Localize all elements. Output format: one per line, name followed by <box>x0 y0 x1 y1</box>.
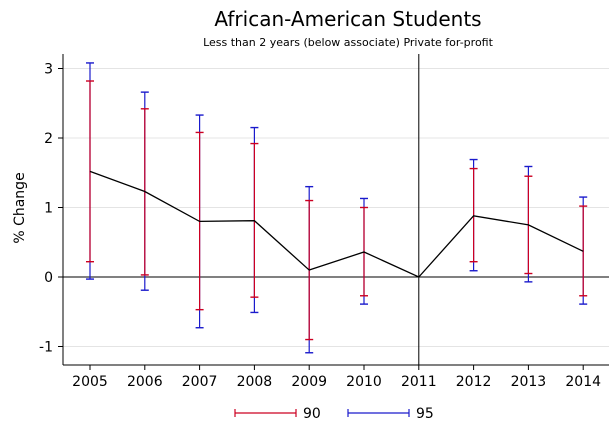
x-tick-label: 2009 <box>291 374 327 390</box>
estimate-line <box>89 170 584 278</box>
x-tick-label: 2005 <box>72 374 108 390</box>
x-tick-label: 2014 <box>565 374 601 390</box>
legend-label-95: 95 <box>416 406 434 422</box>
chart-subtitle: Less than 2 years (below associate) Priv… <box>203 36 494 49</box>
legend: 90 95 <box>234 406 434 422</box>
y-axis-label: % Change <box>12 172 28 243</box>
y-tick-label: 3 <box>44 62 53 78</box>
y-tick-label: 1 <box>44 201 53 217</box>
x-tick-label: 2013 <box>511 374 547 390</box>
x-tick-label: 2012 <box>456 374 492 390</box>
y-tick-label: 2 <box>44 131 53 147</box>
y-tick-label: -1 <box>39 340 53 356</box>
plot-area: -1 0 1 2 3 2005 2006 2007 2008 2009 2010 2011 2012 20… <box>39 54 609 390</box>
x-tick-label: 2008 <box>237 374 273 390</box>
x-tick-label: 2010 <box>346 374 382 390</box>
legend-label-90: 90 <box>303 406 321 422</box>
chart-title: African-American Students <box>214 7 481 31</box>
x-tick-label: 2006 <box>127 374 163 390</box>
y-tick-label: 0 <box>44 270 53 286</box>
x-tick-label: 2007 <box>182 374 218 390</box>
x-tick-label: 2011 <box>401 374 437 390</box>
